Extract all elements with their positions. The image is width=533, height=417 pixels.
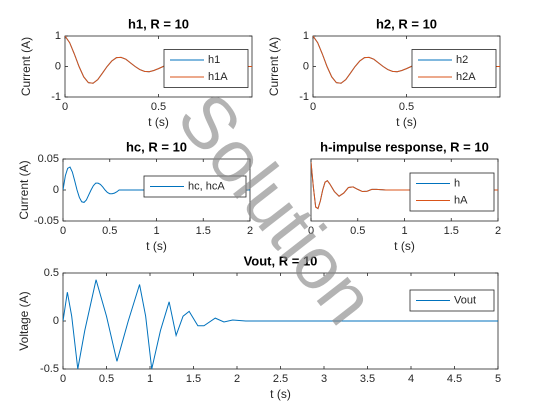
x-axis-label: t (s) <box>270 387 291 401</box>
x-tick-label: 0.5 <box>399 101 414 113</box>
x-tick-label: 1 <box>153 225 159 237</box>
x-tick-label: 1.5 <box>196 225 211 237</box>
x-tick-label: 2.5 <box>273 373 288 385</box>
legend-label: h2 <box>456 54 468 66</box>
y-tick-label: 1 <box>303 30 309 42</box>
legend-label: Vout <box>454 294 476 306</box>
y-tick-label: 0 <box>53 184 59 196</box>
x-tick-label: 4.5 <box>447 373 462 385</box>
x-tick-label: 5 <box>495 373 501 385</box>
legend-label: hA <box>454 194 468 206</box>
x-tick-label: 3 <box>321 373 327 385</box>
x-tick-label: 0.5 <box>151 101 166 113</box>
legend-label: h1A <box>208 71 228 83</box>
x-tick-label: 0 <box>62 101 68 113</box>
x-tick-label: 0.5 <box>99 373 114 385</box>
legend-label: h2A <box>456 71 476 83</box>
legend-box <box>409 289 495 312</box>
y-tick-label: 1 <box>55 30 61 42</box>
chart-title: Vout, R = 10 <box>244 253 318 268</box>
x-axis-label: t (s) <box>148 115 169 129</box>
legend-box <box>163 49 249 88</box>
subplot: 0 0.5 1 1.5 2 h-impulse response, R = 10 t (s)… <box>308 139 501 253</box>
y-axis-label: Current (A) <box>17 160 31 219</box>
legend-label: h1 <box>208 54 220 66</box>
y-axis-label: Voltage (A) <box>17 291 31 350</box>
x-axis-label: t (s) <box>394 239 415 253</box>
legend-box <box>409 172 495 212</box>
x-axis-label: t (s) <box>396 115 417 129</box>
series-line <box>63 279 498 370</box>
y-tick-label: 0 <box>53 315 59 327</box>
y-tick-label: -0.5 <box>40 363 59 375</box>
x-tick-label: 0.5 <box>102 225 117 237</box>
legend-box <box>143 175 247 198</box>
chart-title: h2, R = 10 <box>376 16 437 31</box>
series-line <box>311 162 498 210</box>
x-tick-label: 1.5 <box>444 225 459 237</box>
legend-label: h <box>454 177 460 189</box>
y-axis-label: Current (A) <box>267 37 281 96</box>
x-tick-label: 0.5 <box>350 225 365 237</box>
x-tick-label: 1 <box>401 225 407 237</box>
x-tick-label: 0 <box>60 373 66 385</box>
y-tick-label: -1 <box>51 91 61 103</box>
y-tick-label: 0 <box>55 60 61 72</box>
y-tick-label: 0.05 <box>38 153 59 165</box>
x-tick-label: 0 <box>60 225 66 237</box>
legend-label: hc, hcA <box>188 180 225 192</box>
x-tick-label: 2 <box>247 225 253 237</box>
x-tick-label: 4 <box>408 373 414 385</box>
y-tick-label: 0.5 <box>44 267 59 279</box>
chart-title: hc, R = 10 <box>126 139 187 154</box>
x-tick-label: 3.5 <box>360 373 375 385</box>
chart-title: h-impulse response, R = 10 <box>320 139 489 154</box>
y-tick-label: -1 <box>299 91 309 103</box>
y-axis-label: Current (A) <box>19 37 33 96</box>
chart-title: h1, R = 10 <box>128 16 189 31</box>
y-tick-label: -0.05 <box>34 215 59 227</box>
y-tick-label: 0 <box>303 60 309 72</box>
x-tick-label: 2 <box>495 225 501 237</box>
x-tick-label: 1 <box>147 373 153 385</box>
x-axis-label: t (s) <box>146 239 167 253</box>
x-tick-label: 0 <box>310 101 316 113</box>
x-tick-label: 2 <box>234 373 240 385</box>
series-line <box>63 166 250 203</box>
x-tick-label: 0 <box>308 225 314 237</box>
x-tick-label: 1.5 <box>186 373 201 385</box>
legend-box <box>411 49 497 88</box>
